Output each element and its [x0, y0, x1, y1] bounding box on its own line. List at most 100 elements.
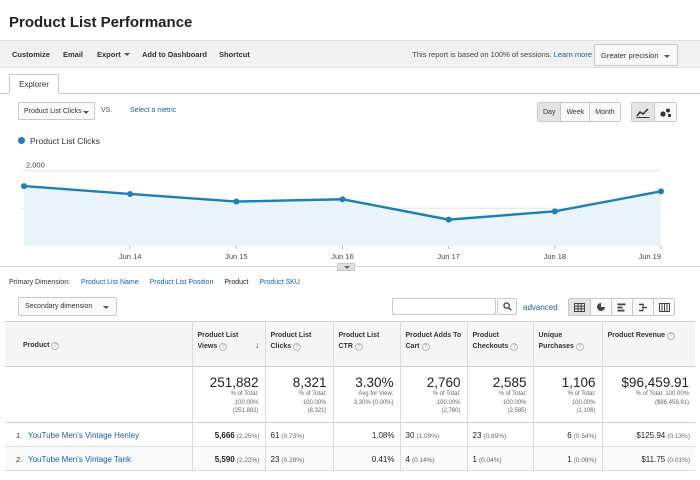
column-header-purchases[interactable]: Unique Purchases?	[533, 321, 603, 367]
column-header-clicks[interactable]: Product List Clicks?	[265, 321, 334, 367]
total-clicks: 8,321% of Total: 100.00% (8,321)	[265, 366, 334, 423]
chart-type-toggle	[631, 102, 677, 122]
period-day-button[interactable]: Day	[538, 103, 561, 121]
table-search-button[interactable]	[497, 298, 517, 315]
totals-row: 251,882% of Total: 100.00% (251,882) 8,321…	[5, 366, 695, 423]
help-icon[interactable]: ?	[219, 343, 228, 351]
line-chart-button[interactable]	[632, 103, 654, 121]
help-icon[interactable]: ?	[354, 343, 363, 351]
clicks-percent: (0.73%)	[281, 433, 305, 440]
customize-button[interactable]: Customize	[12, 50, 50, 59]
total-checkouts-sub2: 100.00%	[502, 399, 527, 406]
page-title: Product List Performance	[9, 14, 193, 31]
total-clicks-sub1: % of Total:	[298, 391, 327, 397]
x-tick-label: Jun 16	[331, 252, 354, 261]
total-adds-sub3: (2,760)	[441, 408, 461, 414]
period-month-button[interactable]: Month	[589, 103, 620, 121]
help-icon[interactable]: ?	[421, 343, 430, 351]
views-value: 5,666	[214, 431, 235, 440]
learn-more-link[interactable]: Learn more	[553, 50, 592, 59]
views-percent: (2.22%)	[236, 457, 260, 464]
motion-chart-button[interactable]	[654, 103, 676, 121]
adds-value: 30	[405, 431, 415, 440]
x-tick-label: Jun 19	[638, 252, 661, 261]
view-comparison-button[interactable]	[632, 299, 653, 315]
add-to-dashboard-button[interactable]: Add to Dashboard	[142, 50, 207, 59]
totals-product-cell	[5, 366, 193, 423]
dimension-product-sku[interactable]: Product SKU	[259, 279, 300, 286]
column-header-product[interactable]: Product?	[5, 321, 193, 367]
area-fill	[24, 186, 661, 246]
sampling-note-text: This report is based on 100% of sessions…	[412, 50, 552, 59]
table-search-input[interactable]	[392, 298, 496, 315]
column-header-adds[interactable]: Product Adds To Cart?	[400, 321, 468, 367]
view-pie-button[interactable]	[590, 299, 611, 315]
product-link[interactable]: YouTube Men's Vintage Tank	[28, 455, 131, 464]
data-point	[339, 196, 346, 203]
clicks-percent: (0.28%)	[281, 457, 305, 464]
chevron-down-icon	[83, 111, 89, 114]
y-tick-label: 2,000	[26, 161, 45, 170]
export-menu[interactable]: Export	[97, 50, 130, 59]
help-icon[interactable]: ?	[667, 332, 676, 340]
product-link[interactable]: YouTube Men's Vintage Henley	[28, 431, 140, 440]
adds-cell: 4 (0.14%)	[400, 446, 468, 471]
views-value: 5,590	[214, 455, 235, 464]
column-header-clicks-label: Product List Clicks	[270, 332, 312, 350]
precision-dropdown[interactable]: Greater precision	[594, 44, 678, 66]
tab-explorer[interactable]: Explorer	[9, 74, 59, 94]
purchases-value: 1	[567, 455, 572, 464]
shortcut-button[interactable]: Shortcut	[219, 50, 250, 59]
ctr-cell: 1.08%	[333, 422, 401, 447]
table-row: 2. YouTube Men's Vintage Tank 5,590 (2.22%…	[5, 446, 695, 471]
total-revenue-value: $96,459.91	[621, 375, 689, 390]
legend-label: Product List Clicks	[30, 136, 100, 146]
x-tick-label: Jun 15	[225, 252, 248, 261]
views-cell: 5,666 (2.25%)	[192, 422, 266, 447]
advanced-filter-link[interactable]: advanced	[523, 303, 558, 312]
total-purchases-sub3: (1,106)	[576, 408, 596, 414]
total-clicks-sub2: 100.00%	[302, 399, 327, 406]
column-header-ctr[interactable]: Product List CTR?	[333, 321, 401, 367]
email-button[interactable]: Email	[63, 50, 84, 59]
total-ctr: 3.30% Avg for View: 3.30% (0.00%)	[333, 366, 401, 423]
checkouts-percent: (0.04%)	[478, 457, 502, 464]
column-header-product-label: Product	[23, 342, 50, 349]
chevron-down-icon	[103, 306, 109, 309]
chart-collapse-handle[interactable]	[337, 263, 355, 271]
column-header-revenue[interactable]: Product Revenue?	[602, 322, 695, 367]
help-icon[interactable]: ?	[293, 343, 302, 351]
total-purchases-value: 1,106	[561, 375, 596, 390]
metric-dropdown[interactable]: Product List Clicks	[18, 102, 95, 120]
total-views-value: 251,882	[209, 375, 259, 390]
total-views-sub1: % of Total:	[230, 391, 259, 397]
select-metric-link[interactable]: Select a metric	[130, 107, 177, 114]
column-header-views[interactable]: ↓ Product List Views?	[192, 321, 266, 367]
secondary-dimension-dropdown[interactable]: Secondary dimension	[18, 297, 117, 316]
column-header-checkouts[interactable]: Product Checkouts?	[467, 321, 534, 367]
total-clicks-value: 8,321	[292, 375, 327, 390]
data-point	[551, 208, 558, 215]
dimension-product-list-position[interactable]: Product List Position	[149, 279, 214, 286]
data-point	[445, 216, 452, 223]
total-revenue-sub2: ($96,459.91)	[654, 399, 689, 406]
data-point	[233, 198, 240, 205]
view-pivot-button[interactable]	[653, 299, 674, 315]
precision-label: Greater precision	[601, 51, 659, 60]
data-point	[127, 190, 134, 197]
period-week-button[interactable]: Week	[560, 103, 590, 121]
checkouts-cell: 1 (0.04%)	[467, 446, 534, 471]
help-icon[interactable]: ?	[575, 343, 584, 351]
help-icon[interactable]: ?	[510, 343, 519, 351]
help-icon[interactable]: ?	[51, 342, 60, 350]
total-revenue-sub1: % of Total: 100.00%	[635, 391, 689, 397]
revenue-cell: $11.75 (0.01%)	[602, 447, 695, 471]
dimension-product-list-name[interactable]: Product List Name	[81, 279, 139, 286]
product-cell: 1. YouTube Men's Vintage Henley	[5, 422, 193, 447]
dimension-product[interactable]: Product	[224, 279, 249, 286]
view-performance-button[interactable]	[611, 299, 632, 315]
view-data-table-button[interactable]	[569, 299, 590, 315]
checkouts-percent: (0.89%)	[483, 433, 507, 440]
vs-label: VS.	[101, 107, 113, 114]
